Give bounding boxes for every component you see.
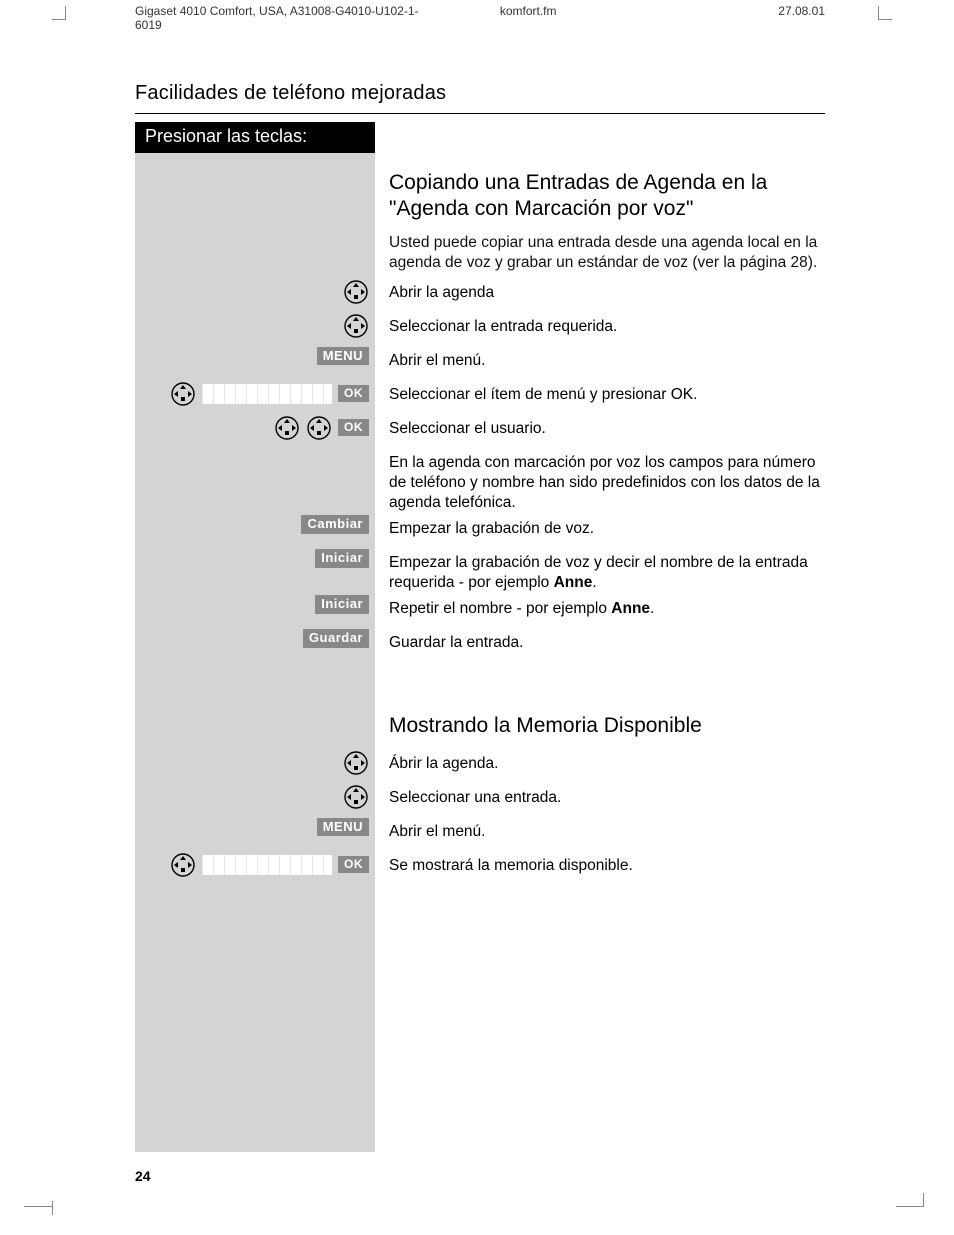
guardar-badge: Guardar [303,629,369,647]
section-title: Facilidades de teléfono mejoradas [135,38,825,114]
step-row: Iniciar Empezar la grabación de voz y de… [135,549,825,593]
text-part: . [650,600,654,617]
display-field [202,855,332,875]
step-text: Abrir la agenda [375,279,825,303]
subsection-title: Mostrando la Memoria Disponible [389,691,825,749]
text-part: Repetir el nombre - por ejemplo [389,600,611,617]
text-part: Empezar la grabación de voz y decir el n… [389,554,808,591]
step-row: OK Seleccionar el ítem de menú y presion… [135,381,825,413]
step-text: Seleccionar el ítem de menú y presionar … [375,381,825,405]
nav-icon [274,415,300,441]
ok-badge: OK [338,419,369,436]
step-text: Se mostrará la memoria disponible. [375,852,825,876]
text-bold: Anne [554,574,593,591]
nav-icon [306,415,332,441]
menu-badge: MENU [317,347,369,365]
step-row: Guardar Guardar la entrada. [135,629,825,661]
step-text: Ábrir la agenda. [375,750,825,774]
step-row: Seleccionar una entrada. [135,784,825,816]
ok-badge: OK [338,385,369,402]
nav-icon [170,381,196,407]
step-text: Empezar la grabación de voz. [375,515,825,539]
step-row: Ábrir la agenda. [135,750,825,782]
step-text: Empezar la grabación de voz y decir el n… [375,549,825,593]
nav-icon [343,784,369,810]
page-number: 24 [135,1168,151,1184]
text-part: . [592,574,596,591]
step-text: Abrir el menú. [375,347,825,371]
content: Copiando una Entradas de Agenda en la "A… [135,122,825,884]
content-stage: Presionar las teclas: Copiando una Entra… [135,122,825,1152]
iniciar-badge: Iniciar [315,549,369,567]
step-row: OK Se mostrará la memoria disponible. [135,852,825,884]
step-text: Seleccionar la entrada requerida. [375,313,825,337]
crop-mark [52,1201,53,1215]
step-row: MENU Abrir el menú. [135,347,825,379]
ok-badge: OK [338,856,369,873]
step-text: Guardar la entrada. [375,629,825,653]
crop-mark [878,6,892,20]
nav-icon [343,313,369,339]
header-right: 27.08.01 [703,4,825,32]
display-field [202,384,332,404]
step-row: Seleccionar la entrada requerida. [135,313,825,345]
crop-mark [24,1206,52,1207]
step-row: OK Seleccionar el usuario. [135,415,825,447]
crop-mark [896,1206,924,1207]
menu-badge: MENU [317,818,369,836]
step-row: Cambiar Empezar la grabación de voz. [135,515,825,547]
text-bold: Anne [611,600,650,617]
step-row: Iniciar Repetir el nombre - por ejemplo … [135,595,825,627]
step-row: Abrir la agenda [135,279,825,311]
cambiar-badge: Cambiar [301,515,369,533]
page: Gigaset 4010 Comfort, USA, A31008-G4010-… [135,4,825,1152]
intro-paragraph: Usted puede copiar una entrada desde una… [389,233,825,279]
step-text: Abrir el menú. [375,818,825,842]
step-text: Repetir el nombre - por ejemplo Anne. [375,595,825,619]
note-text: En la agenda con marcación por voz los c… [375,449,825,513]
header-left: Gigaset 4010 Comfort, USA, A31008-G4010-… [135,4,440,32]
step-text: Seleccionar una entrada. [375,784,825,808]
step-row: MENU Abrir el menú. [135,818,825,850]
header-mid: komfort.fm [440,4,703,32]
crop-mark [923,1193,924,1207]
note-row: En la agenda con marcación por voz los c… [135,449,825,513]
running-header: Gigaset 4010 Comfort, USA, A31008-G4010-… [135,4,825,38]
crop-mark [52,6,66,20]
iniciar-badge: Iniciar [315,595,369,613]
nav-icon [343,279,369,305]
nav-icon [170,852,196,878]
subsection-title: Copiando una Entradas de Agenda en la "A… [389,152,825,233]
step-text: Seleccionar el usuario. [375,415,825,439]
nav-icon [343,750,369,776]
